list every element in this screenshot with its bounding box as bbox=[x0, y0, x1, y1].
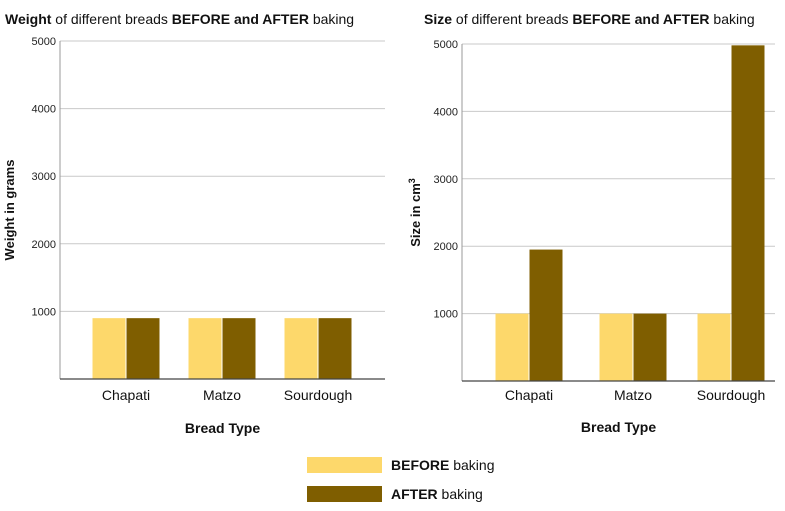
bar-before-chapati bbox=[495, 313, 529, 381]
x-tick-label: Matzo bbox=[614, 387, 652, 403]
x-axis-label: Bread Type bbox=[185, 420, 260, 436]
bar-after-sourdough bbox=[731, 45, 765, 382]
y-axis-label-superscript: 3 bbox=[407, 178, 417, 183]
bar-before-matzo bbox=[188, 318, 222, 379]
legend-swatch-before bbox=[307, 457, 382, 473]
chart-title-part-0: Size bbox=[424, 11, 452, 27]
chart-title-part-1: of different breads bbox=[452, 11, 572, 27]
x-tick-label: Sourdough bbox=[697, 387, 766, 403]
chart-title-part-1: of different breads bbox=[51, 11, 171, 27]
y-axis-label: Size in cm3 bbox=[407, 178, 423, 247]
bar-after-chapati bbox=[529, 249, 563, 381]
legend-label-bold: AFTER bbox=[391, 486, 438, 502]
legend-label-bold: BEFORE bbox=[391, 457, 449, 473]
bar-before-chapati bbox=[92, 318, 126, 379]
y-axis-label-text: Weight in grams bbox=[2, 160, 17, 261]
legend-swatch-after bbox=[307, 486, 382, 502]
y-tick-label: 4000 bbox=[434, 106, 458, 118]
chart-title-part-2: BEFORE and AFTER bbox=[572, 11, 709, 27]
chart-1: Weight of different breads BEFORE and AF… bbox=[2, 11, 385, 436]
x-axis-label: Bread Type bbox=[581, 419, 656, 435]
y-tick-label: 5000 bbox=[32, 36, 56, 48]
x-tick-label: Chapati bbox=[102, 387, 150, 403]
bar-before-sourdough bbox=[697, 313, 731, 381]
bar-after-chapati bbox=[126, 318, 160, 379]
y-tick-label: 1000 bbox=[434, 309, 458, 321]
chart-title-part-3: baking bbox=[309, 11, 354, 27]
bar-after-matzo bbox=[633, 313, 667, 381]
bar-after-sourdough bbox=[318, 318, 352, 379]
y-tick-label: 2000 bbox=[434, 241, 458, 253]
y-tick-label: 3000 bbox=[32, 171, 56, 183]
chart-title-part-3: baking bbox=[710, 11, 755, 27]
chart-title: Weight of different breads BEFORE and AF… bbox=[5, 11, 354, 27]
y-tick-label: 3000 bbox=[434, 174, 458, 186]
y-tick-label: 1000 bbox=[32, 306, 56, 318]
chart-title: Size of different breads BEFORE and AFTE… bbox=[424, 11, 755, 27]
bar-before-matzo bbox=[599, 313, 633, 381]
bar-before-sourdough bbox=[284, 318, 318, 379]
chart-2: Size of different breads BEFORE and AFTE… bbox=[407, 11, 775, 435]
y-axis-label: Weight in grams bbox=[2, 160, 17, 261]
x-tick-label: Matzo bbox=[203, 387, 241, 403]
legend-label-rest: baking bbox=[449, 457, 494, 473]
y-tick-label: 5000 bbox=[434, 39, 458, 51]
y-axis-label-text: Size in cm bbox=[408, 183, 423, 247]
legend-label: BEFORE baking bbox=[391, 457, 495, 473]
legend-label-rest: baking bbox=[438, 486, 483, 502]
y-tick-label: 2000 bbox=[32, 239, 56, 251]
y-tick-label: 4000 bbox=[32, 104, 56, 116]
x-tick-label: Sourdough bbox=[284, 387, 353, 403]
chart-title-part-2: BEFORE and AFTER bbox=[172, 11, 309, 27]
legend-label: AFTER baking bbox=[391, 486, 483, 502]
bar-after-matzo bbox=[222, 318, 256, 379]
x-tick-label: Chapati bbox=[505, 387, 553, 403]
chart-title-part-0: Weight bbox=[5, 11, 52, 27]
